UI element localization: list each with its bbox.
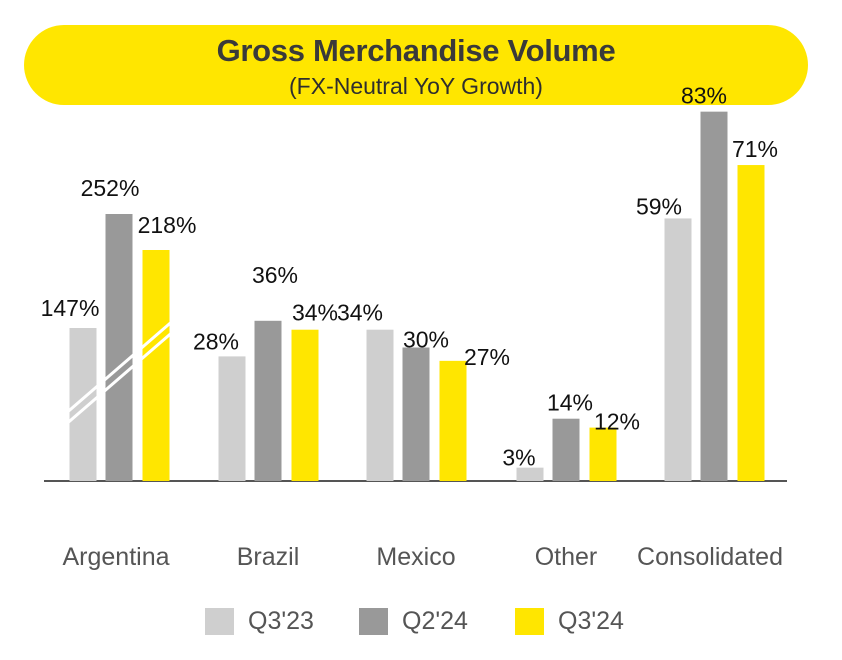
- bar-consolidated-q3-23: [664, 218, 692, 481]
- category-label-mexico: Mexico: [376, 543, 455, 571]
- bar-other-q3-24: [589, 427, 617, 481]
- bar-other-q2-24: [552, 418, 580, 481]
- chart-subtitle: (FX-Neutral YoY Growth): [289, 73, 543, 99]
- bar-brazil-q2-24: [254, 320, 282, 481]
- value-label-argentina-q3-24: 218%: [138, 212, 197, 238]
- value-label-consolidated-q3-24: 71%: [732, 136, 778, 162]
- chart-title: Gross Merchandise Volume: [216, 33, 616, 68]
- legend-swatch-q3-24: [515, 608, 544, 635]
- scale-break-mark-lower: [66, 331, 173, 425]
- value-label-brazil-q3-23: 28%: [193, 328, 239, 354]
- bar-argentina-q3-23: [69, 328, 97, 481]
- category-label-consolidated: Consolidated: [637, 543, 783, 571]
- value-label-other-q3-24: 12%: [594, 409, 640, 435]
- bar-argentina-q3-24: [142, 250, 170, 481]
- category-label-argentina: Argentina: [62, 543, 169, 571]
- value-label-argentina-q3-23: 147%: [41, 295, 100, 321]
- bar-consolidated-q2-24: [700, 111, 728, 482]
- value-label-other-q2-24: 14%: [547, 390, 593, 416]
- bar-mexico-q2-24: [402, 347, 430, 481]
- legend-swatch-q2-24: [359, 608, 388, 635]
- legend-label-q2-24: Q2'24: [402, 607, 468, 635]
- value-label-mexico-q3-24: 27%: [464, 344, 510, 370]
- value-label-brazil-q3-24: 34%: [292, 300, 338, 326]
- value-label-consolidated-q3-23: 59%: [636, 193, 682, 219]
- legend-swatch-q3-23: [205, 608, 234, 635]
- value-label-mexico-q3-23: 34%: [337, 300, 383, 326]
- bar-brazil-q3-24: [291, 329, 319, 481]
- category-label-other: Other: [535, 543, 598, 571]
- bar-consolidated-q3-24: [737, 165, 765, 482]
- bar-chart: 147% 252% 218% Argentina 28% 36% 34% Brazil 34% 3…: [41, 83, 787, 571]
- value-label-consolidated-q2-24: 83%: [681, 83, 727, 109]
- legend-label-q3-24: Q3'24: [558, 607, 624, 635]
- bar-mexico-q3-24: [439, 360, 467, 481]
- bar-other-q3-23: [516, 467, 544, 481]
- value-label-brazil-q2-24: 36%: [252, 262, 298, 288]
- bar-mexico-q3-23: [366, 329, 394, 481]
- title-banner: Gross Merchandise Volume (FX-Neutral YoY…: [24, 25, 808, 105]
- value-label-argentina-q2-24: 252%: [81, 175, 140, 201]
- category-label-brazil: Brazil: [237, 543, 300, 571]
- value-label-mexico-q2-24: 30%: [403, 327, 449, 353]
- bar-argentina-q2-24: [105, 214, 133, 481]
- bar-brazil-q3-23: [218, 356, 246, 481]
- scale-break-mark-upper: [66, 320, 173, 414]
- legend-label-q3-23: Q3'23: [248, 607, 314, 635]
- value-label-other-q3-23: 3%: [502, 445, 535, 471]
